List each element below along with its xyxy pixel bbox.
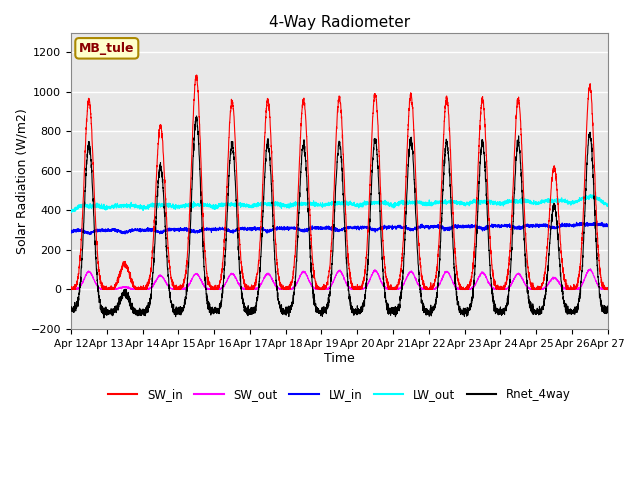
SW_out (164, 282, 172, 288)
LW_in (604, 224, 612, 229)
SW_out (67, 287, 75, 292)
SW_out (319, 287, 327, 292)
LW_out (604, 203, 611, 209)
Rnet_4way (100, 315, 108, 321)
LW_in (490, 222, 498, 228)
LW_in (86, 232, 93, 238)
Line: Rnet_4way: Rnet_4way (71, 116, 608, 318)
Rnet_4way (490, 308, 498, 314)
Rnet_4way (430, 305, 438, 311)
Rnet_4way (604, 304, 611, 310)
Y-axis label: Solar Radiation (W/m2): Solar Radiation (W/m2) (15, 108, 28, 253)
SW_out (587, 266, 595, 272)
LW_in (164, 227, 172, 232)
LW_out (68, 210, 76, 216)
Rnet_4way (164, 267, 172, 273)
Rnet_4way (604, 309, 612, 315)
LW_out (67, 207, 75, 213)
SW_in (430, 281, 438, 287)
LW_in (604, 223, 611, 229)
SW_in (67, 287, 75, 292)
LW_in (430, 224, 438, 229)
SW_in (604, 287, 612, 292)
LW_in (460, 225, 467, 230)
SW_out (460, 286, 467, 291)
LW_out (604, 203, 612, 208)
SW_in (319, 287, 327, 292)
SW_out (604, 287, 612, 292)
SW_in (460, 287, 467, 292)
SW_in (604, 285, 611, 291)
LW_out (319, 201, 327, 207)
SW_in (193, 72, 200, 78)
Rnet_4way (319, 311, 327, 317)
LW_out (430, 201, 438, 207)
LW_in (573, 219, 580, 225)
SW_out (490, 286, 498, 291)
Rnet_4way (67, 305, 75, 311)
Legend: SW_in, SW_out, LW_in, LW_out, Rnet_4way: SW_in, SW_out, LW_in, LW_out, Rnet_4way (103, 384, 575, 406)
LW_in (319, 225, 327, 230)
Rnet_4way (193, 113, 200, 119)
SW_in (67, 286, 75, 291)
Title: 4-Way Radiometer: 4-Way Radiometer (269, 15, 410, 30)
Line: SW_out: SW_out (71, 269, 608, 289)
Line: SW_in: SW_in (71, 75, 608, 289)
Line: LW_in: LW_in (71, 222, 608, 235)
SW_in (490, 282, 498, 288)
SW_out (604, 287, 611, 292)
Text: MB_tule: MB_tule (79, 42, 134, 55)
LW_out (164, 201, 172, 207)
LW_out (460, 202, 467, 207)
LW_in (67, 228, 75, 233)
Line: LW_out: LW_out (71, 194, 608, 213)
SW_in (164, 236, 172, 241)
LW_out (490, 199, 498, 205)
SW_out (430, 287, 438, 292)
Rnet_4way (460, 310, 467, 316)
LW_out (587, 192, 595, 197)
X-axis label: Time: Time (324, 351, 355, 364)
